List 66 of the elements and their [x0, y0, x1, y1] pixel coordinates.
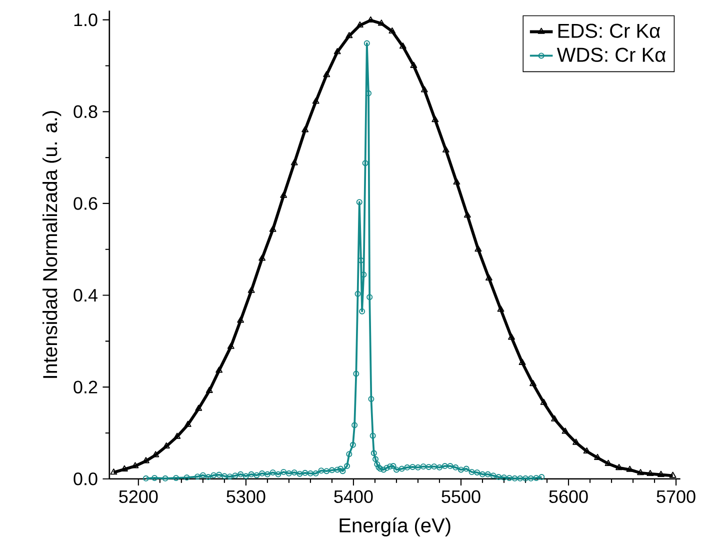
point: [132, 462, 139, 468]
point: [334, 48, 341, 54]
point: [530, 380, 536, 386]
point: [174, 432, 181, 440]
y-tick-label: 0.6: [74, 197, 98, 210]
point: [302, 126, 309, 132]
point: [594, 454, 602, 460]
point: [551, 415, 558, 422]
point: [432, 116, 439, 122]
point: [269, 226, 276, 232]
point: [453, 178, 460, 185]
point: [248, 286, 255, 294]
point: [410, 62, 418, 68]
point: [110, 468, 118, 475]
y-tick-label: 0.4: [74, 289, 98, 302]
point: [356, 22, 364, 28]
x-tick-label: 5200: [119, 490, 158, 504]
point: [562, 428, 569, 434]
x-tick-label: 5700: [656, 490, 696, 504]
x-tick-label: 5300: [226, 490, 266, 504]
point: [583, 448, 590, 454]
legend-label: WDS: Cr Kα: [556, 48, 666, 62]
point: [323, 71, 330, 78]
point: [518, 359, 526, 366]
point: [474, 246, 482, 252]
point: [216, 366, 223, 373]
point: [464, 212, 471, 218]
point: [237, 316, 244, 323]
x-tick-label: 5500: [442, 490, 480, 504]
point: [420, 86, 428, 92]
point: [669, 472, 676, 478]
point: [637, 469, 644, 476]
y-axis-title: Intensidad Normalizada (u. a.): [42, 111, 62, 378]
point: [442, 146, 450, 153]
point: [658, 471, 664, 478]
x-tick-label: 5600: [549, 490, 588, 504]
x-axis-title: Energía (eV): [340, 518, 450, 537]
point: [508, 334, 515, 340]
point: [162, 442, 170, 449]
legend-label: EDS: Cr Kα: [558, 24, 660, 38]
point: [399, 42, 406, 49]
y-tick-label: 0.8: [74, 105, 98, 118]
point: [152, 451, 160, 458]
point: [206, 387, 213, 394]
point: [616, 464, 623, 470]
point: [626, 466, 634, 472]
point: [388, 28, 396, 34]
point: [184, 420, 192, 428]
point: [378, 20, 385, 26]
y-tick-label: 0.2: [74, 380, 98, 394]
y-tick-label: 0.0: [74, 472, 98, 486]
point: [312, 98, 320, 104]
point: [497, 306, 504, 312]
point: [646, 470, 654, 476]
point: [604, 460, 612, 466]
point: [290, 159, 298, 166]
point: [540, 398, 548, 406]
point: [485, 274, 492, 281]
point: [346, 32, 353, 38]
x-tick-label: 5400: [334, 490, 373, 504]
point: [227, 342, 234, 350]
point: [280, 192, 288, 198]
point: [258, 254, 266, 261]
y-tick-label: 1.0: [74, 14, 98, 26]
point: [195, 404, 202, 412]
point: [572, 438, 580, 446]
